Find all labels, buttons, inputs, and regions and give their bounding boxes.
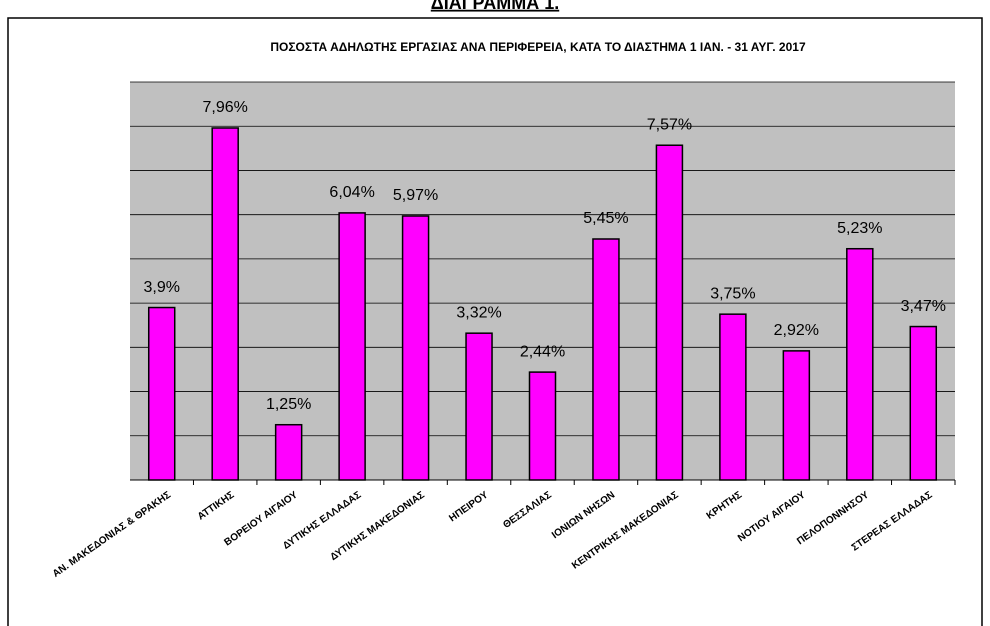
bar <box>147 306 176 481</box>
frame <box>7 17 983 626</box>
bar <box>528 371 557 481</box>
data-label: 3,9% <box>143 279 179 296</box>
bar <box>338 212 366 481</box>
x-tick-label: ΚΕΝΤΡΙΚΗΣ ΜΑΚΕΔΟΝΙΑΣ <box>570 490 681 572</box>
data-label: 2,44% <box>520 343 565 360</box>
bar <box>465 332 493 481</box>
x-tick-label: ΚΡΗΤΗΣ <box>705 490 744 522</box>
bar <box>401 215 430 481</box>
data-label: 7,57% <box>647 116 692 133</box>
data-label: 6,04% <box>329 184 374 201</box>
bar <box>909 325 938 481</box>
data-label: 5,45% <box>583 210 628 227</box>
bar <box>592 238 620 481</box>
data-label: 1,25% <box>266 396 311 413</box>
x-tick-label: ΘΕΣΣΑΛΙΑΣ <box>501 490 553 531</box>
heading: ΔΙΑΓΡΑΜΜΑ 1. <box>431 0 559 13</box>
data-label: 5,23% <box>837 220 882 237</box>
bar <box>846 247 874 481</box>
data-label: 7,96% <box>203 99 248 116</box>
data-label: 3,47% <box>901 298 946 315</box>
bar <box>655 144 684 481</box>
data-label: 2,92% <box>774 322 819 339</box>
data-label: 3,75% <box>710 285 755 302</box>
bar <box>782 350 811 481</box>
bar <box>274 423 303 481</box>
data-label: 5,97% <box>393 187 438 204</box>
x-tick-label: ΑΝ. ΜΑΚΕΔΟΝΙΑΣ & ΘΡΑΚΗΣ <box>51 490 173 580</box>
x-tick-label: ΙΟΝΙΩΝ ΝΗΣΩΝ <box>550 490 617 542</box>
bar <box>719 313 747 481</box>
bar <box>211 127 239 481</box>
x-tick-label: ΑΤΤΙΚΗΣ <box>196 490 237 523</box>
chart-title: ΠΟΣΟΣΤΑ ΑΔΗΛΩΤΗΣ ΕΡΓΑΣΙΑΣ ΑΝΑ ΠΕΡΙΦΕΡΕΙΑ… <box>270 40 806 54</box>
data-label: 3,32% <box>456 304 501 321</box>
x-tick-label: ΗΠΕΙΡΟΥ <box>447 489 490 524</box>
